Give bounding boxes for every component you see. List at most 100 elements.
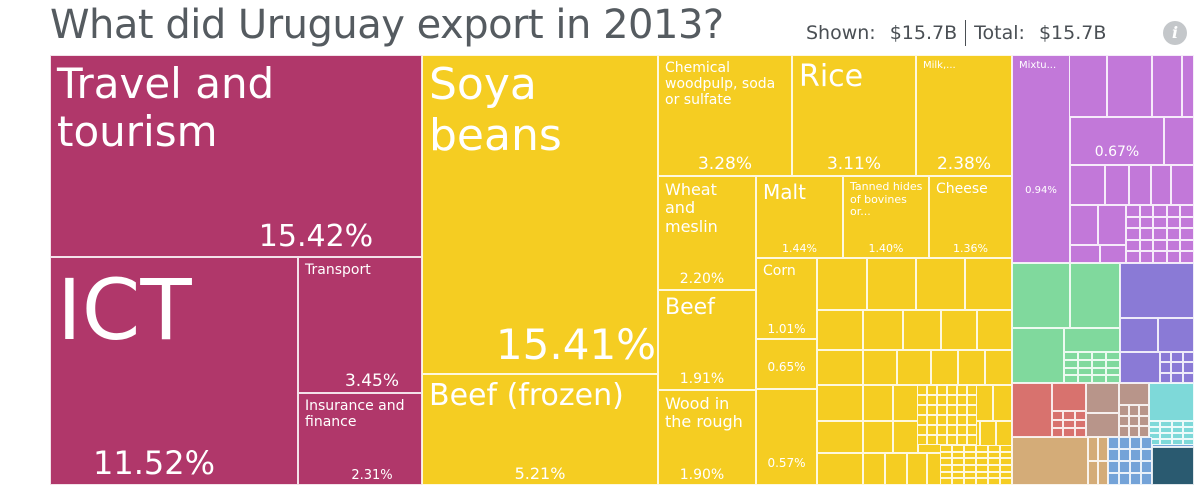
treemap-cell[interactable] xyxy=(952,478,964,485)
treemap-cell[interactable] xyxy=(1171,372,1183,383)
treemap-cell[interactable] xyxy=(907,453,927,485)
treemap-cell[interactable] xyxy=(1153,205,1167,217)
treemap-cell[interactable] xyxy=(1070,165,1105,205)
treemap-cell[interactable] xyxy=(1182,352,1194,363)
treemap-cell[interactable] xyxy=(1070,245,1100,263)
treemap-cell[interactable] xyxy=(1164,117,1194,165)
treemap-cell[interactable] xyxy=(1092,352,1106,360)
treemap-cell[interactable] xyxy=(1182,433,1194,439)
treemap-cell[interactable] xyxy=(1171,439,1183,445)
treemap-cell[interactable] xyxy=(985,350,1012,385)
treemap-cell[interactable] xyxy=(1052,419,1064,429)
treemap-cell[interactable] xyxy=(863,385,893,421)
treemap-cell[interactable] xyxy=(988,471,1000,479)
treemap-cell[interactable] xyxy=(1180,216,1194,229)
treemap-cell[interactable] xyxy=(1139,426,1149,437)
treemap-cell[interactable] xyxy=(1088,437,1098,461)
treemap-cell[interactable] xyxy=(1139,228,1154,240)
treemap-cell[interactable] xyxy=(976,465,988,472)
treemap-cell[interactable] xyxy=(893,421,918,453)
treemap-cell[interactable] xyxy=(817,453,863,485)
treemap-cell[interactable] xyxy=(947,405,957,415)
treemap-cell[interactable] xyxy=(976,478,988,485)
treemap-cell-item-15[interactable]: 0.65% xyxy=(756,339,817,389)
treemap-cell[interactable] xyxy=(1126,228,1140,240)
treemap-cell[interactable] xyxy=(917,395,927,405)
treemap-cell[interactable] xyxy=(1166,239,1181,252)
treemap-cell[interactable] xyxy=(1160,433,1172,439)
treemap-cell-milk[interactable]: Milk,... 2.38% xyxy=(916,55,1012,176)
treemap-cell[interactable] xyxy=(1180,228,1194,240)
treemap-cell-tanned-hides-of-bovines-or[interactable]: Tanned hides of bovines or... 1.40% xyxy=(843,176,929,258)
treemap-cell[interactable] xyxy=(1160,427,1172,433)
treemap-cell[interactable] xyxy=(1139,251,1154,263)
treemap-cell[interactable] xyxy=(927,425,937,435)
treemap-cell[interactable] xyxy=(1166,205,1181,217)
treemap-cell[interactable] xyxy=(947,425,957,435)
treemap-cell[interactable] xyxy=(1070,263,1120,328)
treemap-cell[interactable] xyxy=(1119,426,1129,437)
treemap-cell[interactable] xyxy=(1171,433,1183,439)
treemap-cell[interactable] xyxy=(967,425,977,435)
treemap-cell[interactable] xyxy=(863,310,903,350)
treemap-cell[interactable] xyxy=(867,258,916,310)
treemap-cell[interactable] xyxy=(964,458,976,465)
treemap-cell[interactable] xyxy=(1151,165,1171,205)
treemap-cell[interactable] xyxy=(1106,367,1120,376)
treemap-cell[interactable] xyxy=(957,405,967,415)
treemap-cell[interactable] xyxy=(988,445,1000,452)
treemap-cell[interactable] xyxy=(817,310,863,350)
treemap-cell[interactable] xyxy=(1149,427,1161,433)
treemap-cell[interactable] xyxy=(1000,465,1012,472)
treemap-cell[interactable] xyxy=(1180,205,1194,217)
treemap-cell[interactable] xyxy=(1086,413,1119,437)
treemap-cell[interactable] xyxy=(916,258,965,310)
treemap-cell[interactable] xyxy=(917,435,927,445)
treemap-cell[interactable] xyxy=(1119,461,1130,473)
treemap-cell-soya-beans[interactable]: Soya beans 15.41% xyxy=(422,55,658,374)
treemap-cell[interactable] xyxy=(1106,375,1120,383)
treemap-cell[interactable] xyxy=(957,395,967,405)
treemap-cell[interactable] xyxy=(1064,328,1120,352)
treemap-cell[interactable] xyxy=(1063,428,1075,437)
treemap-cell[interactable] xyxy=(1141,449,1152,461)
treemap-cell[interactable] xyxy=(940,451,952,459)
treemap-cell[interactable] xyxy=(1160,372,1172,383)
treemap-cell[interactable] xyxy=(1153,216,1167,229)
treemap-cell-item-17[interactable]: 0.57% xyxy=(756,389,817,485)
treemap-cell[interactable] xyxy=(1126,251,1140,263)
treemap-cell[interactable] xyxy=(897,350,931,385)
treemap-cell[interactable] xyxy=(1074,428,1086,437)
treemap-cell[interactable] xyxy=(1064,359,1078,368)
treemap-cell[interactable] xyxy=(1063,411,1075,420)
treemap-cell[interactable] xyxy=(1100,245,1126,263)
treemap-cell[interactable] xyxy=(1139,405,1149,416)
info-icon[interactable]: i xyxy=(1163,21,1187,45)
treemap-cell[interactable] xyxy=(1064,367,1078,376)
treemap-cell[interactable] xyxy=(1182,372,1194,383)
treemap-cell[interactable] xyxy=(1153,228,1167,240)
treemap-cell[interactable] xyxy=(1119,473,1130,485)
treemap-cell[interactable] xyxy=(1098,437,1108,461)
treemap-cell[interactable] xyxy=(1064,352,1078,360)
treemap-cell[interactable] xyxy=(1149,421,1161,427)
treemap-cell[interactable] xyxy=(1119,437,1130,449)
treemap-cell[interactable] xyxy=(1086,383,1119,413)
treemap-cell[interactable] xyxy=(937,395,947,405)
treemap-cell[interactable] xyxy=(952,445,964,452)
treemap-cell[interactable] xyxy=(957,385,967,395)
treemap-cell[interactable] xyxy=(965,258,1012,310)
treemap-cell[interactable] xyxy=(1092,367,1106,376)
treemap-cell[interactable] xyxy=(1182,55,1194,117)
treemap-cell[interactable] xyxy=(947,395,957,405)
treemap-cell[interactable] xyxy=(817,350,863,385)
treemap-cell-chemical-woodpulp-soda-or-sulfate[interactable]: Chemical woodpulp, soda or sulfate 3.28% xyxy=(658,55,792,176)
treemap-cell[interactable] xyxy=(1078,352,1092,360)
treemap-cell[interactable] xyxy=(947,415,957,425)
treemap-cell[interactable] xyxy=(1160,352,1172,363)
treemap-cell[interactable] xyxy=(903,310,941,350)
treemap-cell[interactable] xyxy=(1139,205,1154,217)
treemap-cell[interactable] xyxy=(1063,419,1075,429)
treemap-cell[interactable] xyxy=(1108,461,1119,473)
treemap-cell[interactable] xyxy=(1139,239,1154,252)
